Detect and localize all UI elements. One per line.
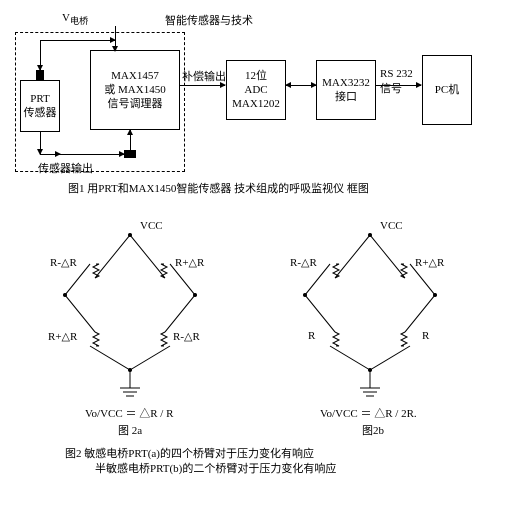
figure-1-block-diagram: V电桥 智能传感器与技术 PRT 传感器 MAX1457 或 MAX1450 信… <box>10 20 496 220</box>
a-br: R-△R <box>173 330 200 343</box>
prt-top-block <box>36 70 44 80</box>
adc-box: 12位 ADC MAX1202 <box>226 60 286 120</box>
arrow-comp-out <box>180 85 225 86</box>
b-br: R <box>422 330 429 342</box>
a-tl: R-△R <box>50 256 77 269</box>
line-prt-to-out-h <box>60 154 124 155</box>
line-prt-down <box>40 132 41 154</box>
cap-b: 图2b <box>362 422 384 438</box>
figure-2-bridges: VCC VCC R-△R R+△R R+△R R-△R R-△R R+△R R … <box>10 220 496 490</box>
sensor-tech-label: 智能传感器与技术 <box>165 12 253 28</box>
fig2-caption-1: 图2 敏感电桥PRT(a)的四个桥臂对于压力变化有响应 <box>65 445 485 461</box>
eq-b: Vo/VCC ＝ △R / 2R. <box>320 405 417 421</box>
comp-out-label: 补偿输出 <box>182 68 226 84</box>
triangle-sensor-out <box>124 150 136 158</box>
rs232-label: RS 232 信号 <box>380 68 413 96</box>
eq-a: Vo/VCC ＝ △R / R <box>85 405 173 421</box>
b-tr: R+△R <box>415 256 444 269</box>
line-vbridge-h <box>40 40 115 41</box>
arrow-sensor-out-up <box>130 130 131 152</box>
line-vbridge-v <box>115 26 116 51</box>
a-tr: R+△R <box>175 256 204 269</box>
v-bridge-label: V电桥 <box>62 12 88 27</box>
vcc-a: VCC <box>140 220 163 232</box>
line-prt-h2 <box>40 154 60 155</box>
a-bl: R+△R <box>48 330 77 343</box>
prt-sensor-box: PRT 传感器 <box>20 80 60 132</box>
fig1-caption: 图1 用PRT和MAX1450智能传感器 技术组成的呼吸监视仪 框图 <box>68 180 488 196</box>
fig2-caption-2: 半敏感电桥PRT(b)的二个桥臂对于压力变化有响应 <box>95 460 495 476</box>
pc-box: PC机 <box>422 55 472 125</box>
b-bl: R <box>308 330 315 342</box>
arrow-adc-maxif <box>286 85 316 86</box>
max3232-box: MAX3232 接口 <box>316 60 376 120</box>
max-conditioner-box: MAX1457 或 MAX1450 信号调理器 <box>90 50 180 130</box>
arrow-vbridge-to-prt <box>40 40 41 70</box>
vcc-b: VCC <box>380 220 403 232</box>
cap-a: 图 2a <box>118 422 142 438</box>
sensor-out-label: 传感器输出 <box>38 160 93 176</box>
b-tl: R-△R <box>290 256 317 269</box>
